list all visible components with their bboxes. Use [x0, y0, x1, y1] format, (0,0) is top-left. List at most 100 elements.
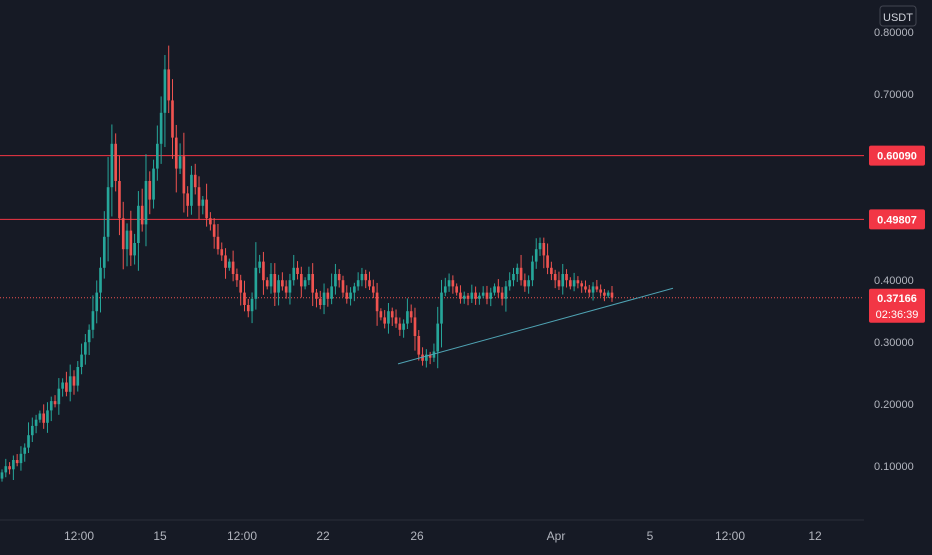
candle-body	[550, 267, 553, 274]
y-tick-label: 0.70000	[874, 89, 914, 101]
candle-body	[459, 292, 462, 299]
candle	[330, 273, 333, 305]
candle	[413, 307, 417, 351]
candle	[288, 273, 292, 305]
candle	[4, 458, 8, 478]
candle-body	[239, 280, 243, 293]
candle	[459, 285, 462, 304]
candle-body	[129, 230, 133, 256]
candle-body	[277, 280, 280, 293]
x-tick-label: 12:00	[227, 529, 257, 543]
candle	[580, 280, 584, 293]
current-price-label: 0.37166	[877, 293, 917, 305]
y-tick-label: 0.10000	[874, 461, 914, 473]
candle	[19, 446, 23, 471]
candle-body	[406, 311, 409, 324]
candle	[65, 371, 68, 397]
candle	[341, 275, 345, 298]
candle	[243, 280, 246, 312]
candle	[406, 298, 409, 329]
candle	[565, 269, 568, 288]
candle	[334, 263, 337, 295]
candle-body	[527, 280, 530, 287]
candle	[489, 287, 493, 307]
candle-body	[80, 354, 83, 367]
candle	[30, 417, 34, 443]
candle	[603, 288, 606, 302]
candle	[8, 462, 11, 475]
candle	[318, 290, 322, 310]
candle-body	[409, 311, 413, 318]
candle-body	[284, 286, 288, 293]
candle	[466, 293, 470, 306]
candle	[356, 272, 360, 291]
candle	[163, 55, 167, 148]
candle	[337, 269, 341, 288]
candle-body	[23, 447, 27, 454]
candle-body	[390, 311, 394, 318]
candle-body	[224, 255, 227, 268]
candle-body	[591, 286, 595, 293]
candle-body	[326, 292, 330, 299]
candle-body	[220, 249, 224, 256]
candle-body	[606, 292, 610, 296]
candle	[443, 277, 447, 297]
time-axis[interactable]: 12:00 15 12:00 22 26 Apr 5 12:00 12	[0, 519, 864, 543]
candle	[12, 455, 15, 480]
candle-body	[269, 274, 273, 287]
currency-badge-box[interactable]	[879, 5, 917, 27]
candle-body	[140, 205, 144, 225]
candle	[102, 211, 106, 279]
candle-body	[417, 336, 421, 355]
candle-countdown-label: 02:36:39	[876, 309, 919, 321]
candle-body	[436, 323, 440, 352]
candle	[118, 155, 121, 236]
candle-body	[375, 292, 379, 312]
candle-body	[337, 274, 341, 281]
candle	[394, 309, 398, 328]
candle	[572, 272, 576, 292]
candle	[550, 261, 553, 281]
candle-body	[466, 295, 470, 299]
candle	[277, 274, 280, 306]
candle-body	[53, 401, 57, 405]
candle-body	[178, 156, 182, 169]
candle-body	[243, 292, 246, 305]
candle-body	[235, 274, 239, 281]
candle	[402, 319, 405, 338]
candle-body	[364, 274, 368, 281]
candle	[201, 196, 205, 215]
candle	[500, 287, 504, 306]
candle-body	[315, 292, 318, 299]
candle-body	[46, 410, 49, 423]
candle-body	[42, 413, 46, 423]
candle-body	[565, 274, 568, 281]
candle	[428, 351, 432, 365]
candle	[299, 266, 303, 298]
candle	[474, 286, 477, 305]
candle	[360, 267, 364, 287]
candle-body	[383, 317, 386, 324]
candle	[106, 157, 110, 262]
candle-body	[371, 286, 375, 293]
candle-body	[531, 261, 534, 281]
candle-body	[610, 292, 614, 298]
candle-body	[190, 174, 193, 206]
candle-body	[425, 354, 428, 361]
candle	[292, 254, 296, 286]
candle-body	[421, 354, 424, 361]
price-axis[interactable]: USDT 0.80000 0.70000 0.40000 0.30000 0.20000…	[864, 0, 932, 520]
candle	[137, 191, 140, 271]
candle-body	[368, 280, 371, 287]
candle-body	[353, 286, 356, 293]
candle	[76, 361, 80, 392]
candle	[546, 243, 549, 275]
candle	[133, 233, 136, 265]
candle-body	[148, 181, 152, 200]
candles-layer	[0, 45, 614, 482]
candle-body	[121, 218, 125, 250]
candle-body	[228, 261, 231, 268]
candle	[68, 364, 72, 402]
